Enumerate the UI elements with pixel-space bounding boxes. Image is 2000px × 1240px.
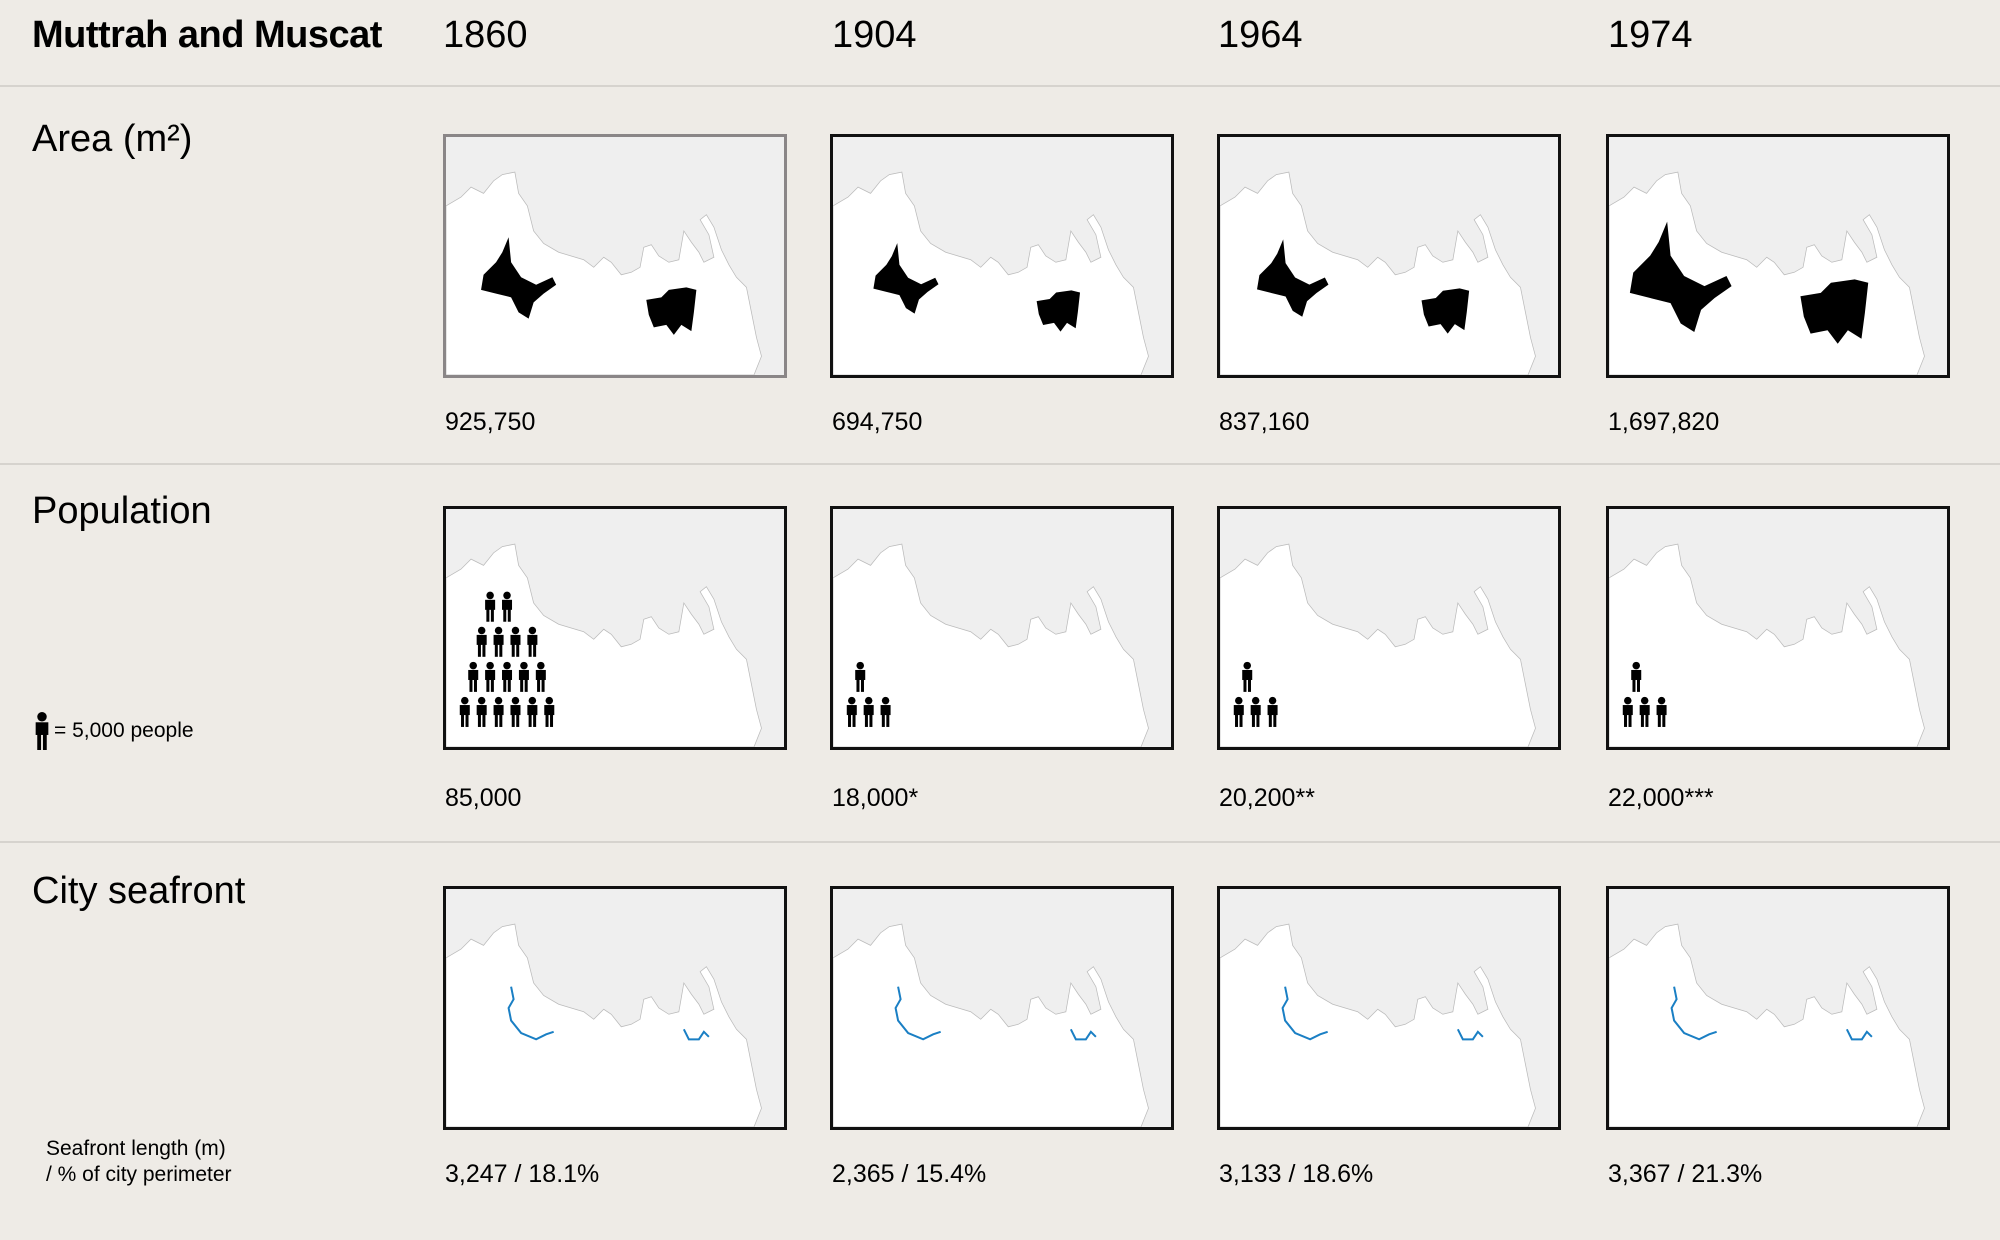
person-icon <box>485 591 496 622</box>
urban-area-muttrah <box>873 243 939 314</box>
seafront-line-muttrah <box>1670 986 1717 1041</box>
person-icon <box>1656 696 1667 727</box>
person-icon <box>527 696 538 727</box>
person-icon <box>544 696 555 727</box>
seafront-line-muscat <box>1845 1028 1873 1041</box>
year-header-1964: 1964 <box>1218 14 1303 56</box>
seafront-map-1860 <box>443 886 787 1130</box>
population-value-1974: 22,000*** <box>1608 784 1714 812</box>
seafront-note: Seafront length (m) / % of city perimete… <box>46 1136 232 1188</box>
row-divider <box>0 463 2000 465</box>
year-header-1860: 1860 <box>443 14 528 56</box>
area-value-1860: 925,750 <box>445 408 536 436</box>
coastline <box>833 543 1149 747</box>
coastline <box>833 923 1149 1127</box>
person-icon <box>35 712 49 750</box>
population-value-1860: 85,000 <box>445 784 522 812</box>
seafront-map-1904 <box>830 886 1174 1130</box>
seafront-value-1860: 3,247 / 18.1% <box>445 1160 600 1188</box>
urban-area-muttrah <box>481 237 557 319</box>
seafront-value-1974: 3,367 / 21.3% <box>1608 1160 1763 1188</box>
person-icon <box>502 591 513 622</box>
note-line-1: Seafront length (m) <box>46 1137 226 1160</box>
person-icon <box>1639 696 1650 727</box>
population-value-1904: 18,000* <box>832 784 919 812</box>
person-icon <box>493 626 504 657</box>
person-icon <box>1631 661 1642 692</box>
person-icon <box>468 661 479 692</box>
person-icon <box>1250 696 1261 727</box>
person-icon <box>1622 696 1633 727</box>
area-map-1904 <box>830 134 1174 378</box>
area-value-1904: 694,750 <box>832 408 923 436</box>
area-value-1964: 837,160 <box>1219 408 1310 436</box>
seafront-line-muttrah <box>507 986 554 1041</box>
population-legend: = 5,000 people <box>34 712 194 750</box>
urban-area-muscat <box>646 287 697 335</box>
person-icon <box>1233 696 1244 727</box>
legend-text: = 5,000 people <box>54 719 194 742</box>
seafront-map-1974 <box>1606 886 1950 1130</box>
seafront-line-muscat <box>682 1028 710 1041</box>
seafront-line-muttrah <box>894 986 941 1041</box>
seafront-value-1904: 2,365 / 15.4% <box>832 1160 987 1188</box>
row-label-seafront: City seafront <box>32 870 246 912</box>
person-icon <box>459 696 470 727</box>
person-icon <box>502 661 513 692</box>
urban-area-muscat <box>1800 279 1869 344</box>
seafront-line-muscat <box>1069 1028 1097 1041</box>
row-label-area: Area (m²) <box>32 118 193 160</box>
person-icon <box>493 696 504 727</box>
urban-area-muttrah <box>1257 239 1329 317</box>
year-header-1974: 1974 <box>1608 14 1693 56</box>
row-label-population: Population <box>32 490 212 532</box>
person-icon <box>476 696 487 727</box>
seafront-map-1964 <box>1217 886 1561 1130</box>
person-icon <box>510 696 521 727</box>
population-map-1904 <box>830 506 1174 750</box>
person-icon <box>476 626 487 657</box>
coastline <box>446 923 762 1127</box>
person-icon <box>535 661 546 692</box>
population-map-1974 <box>1606 506 1950 750</box>
area-map-1964 <box>1217 134 1561 378</box>
person-icon <box>1242 661 1253 692</box>
coastline <box>1609 543 1925 747</box>
coastline <box>1220 923 1536 1127</box>
area-value-1974: 1,697,820 <box>1608 408 1720 436</box>
header-divider <box>0 85 2000 87</box>
person-icon <box>863 696 874 727</box>
year-header-1904: 1904 <box>832 14 917 56</box>
seafront-line-muscat <box>1456 1028 1484 1041</box>
row-divider <box>0 841 2000 843</box>
person-icon <box>846 696 857 727</box>
person-icon <box>1267 696 1278 727</box>
coastline <box>446 543 762 747</box>
urban-area-muttrah <box>1629 221 1732 332</box>
area-map-1860 <box>443 134 787 378</box>
population-map-1964 <box>1217 506 1561 750</box>
note-line-2: / % of city perimeter <box>46 1163 232 1186</box>
coastline <box>1609 923 1925 1127</box>
person-icon <box>518 661 529 692</box>
urban-area-muscat <box>1421 288 1470 334</box>
page-title: Muttrah and Muscat <box>32 14 382 56</box>
seafront-line-muttrah <box>1281 986 1328 1041</box>
coastline <box>1220 543 1536 747</box>
person-icon <box>855 661 866 692</box>
urban-area-muscat <box>1036 290 1081 332</box>
person-icon <box>880 696 891 727</box>
area-map-1974 <box>1606 134 1950 378</box>
population-value-1964: 20,200** <box>1219 784 1315 812</box>
seafront-value-1964: 3,133 / 18.6% <box>1219 1160 1374 1188</box>
person-icon <box>485 661 496 692</box>
person-icon <box>527 626 538 657</box>
population-map-1860 <box>443 506 787 750</box>
person-icon <box>510 626 521 657</box>
